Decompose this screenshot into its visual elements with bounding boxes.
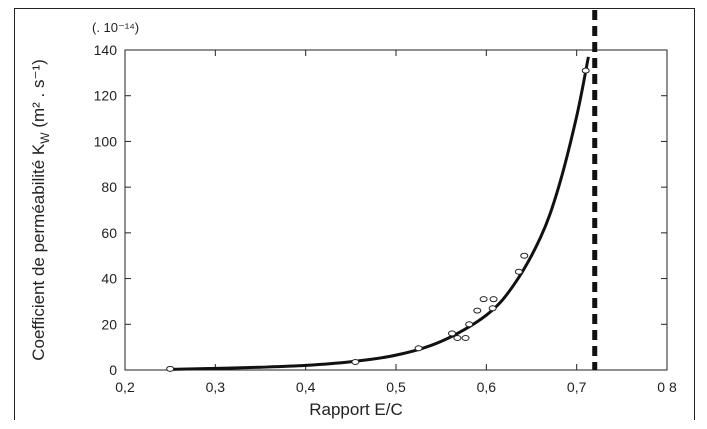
data-point xyxy=(453,335,462,341)
x-axis-label: Rapport E/C xyxy=(309,400,403,419)
y-axis-label: Coefficient de perméabilité KW (m² . s⁻¹… xyxy=(29,59,52,361)
axis-labels: Rapport E/C Coefficient de perméabilité K… xyxy=(29,20,403,419)
data-point xyxy=(520,252,529,259)
x-tick-label: 0,5 xyxy=(386,379,406,395)
x-tick-label: 0,4 xyxy=(296,379,316,395)
y-axis-multiplier: (. 10⁻¹⁴) xyxy=(92,20,139,35)
data-point xyxy=(479,296,488,303)
data-point xyxy=(448,330,457,337)
figure-frame xyxy=(14,8,695,420)
data-point xyxy=(488,305,497,312)
x-tick-label: 0 8 xyxy=(657,379,677,395)
y-tick-label: 80 xyxy=(101,179,117,195)
data-point xyxy=(581,67,590,74)
y-axis-label-subscript: W xyxy=(38,132,52,144)
x-tick-label: 0,2 xyxy=(115,379,135,395)
data-point xyxy=(465,321,474,328)
x-tick-label: 0,6 xyxy=(477,379,497,395)
y-tick-label: 20 xyxy=(101,316,117,332)
plot-marks xyxy=(166,10,598,372)
y-tick-label: 40 xyxy=(101,271,117,287)
data-point xyxy=(514,268,523,275)
x-tick-label: 0,7 xyxy=(567,379,587,395)
data-point xyxy=(351,359,360,365)
y-tick-label: 0 xyxy=(109,362,117,378)
y-tick-label: 60 xyxy=(101,225,117,241)
y-tick-label: 120 xyxy=(94,88,118,104)
data-point xyxy=(461,335,470,341)
axes: 0 20 40 60 80 100 120 140 0,2 0,3 0,4 0,5 0,6 0,7 0 8 xyxy=(94,42,677,395)
fit-curve xyxy=(170,56,590,371)
y-axis-label-main: Coefficient de perméabilité K xyxy=(29,143,48,361)
data-point xyxy=(166,365,175,372)
data-point xyxy=(473,307,482,314)
x-tick-label: 0,3 xyxy=(206,379,226,395)
y-tick-label: 100 xyxy=(94,133,118,149)
data-point xyxy=(414,345,423,352)
y-axis-label-units: (m² . s⁻¹) xyxy=(29,59,48,132)
plot-area-border xyxy=(124,49,668,371)
y-tick-label: 140 xyxy=(94,42,118,58)
data-point xyxy=(489,296,498,303)
